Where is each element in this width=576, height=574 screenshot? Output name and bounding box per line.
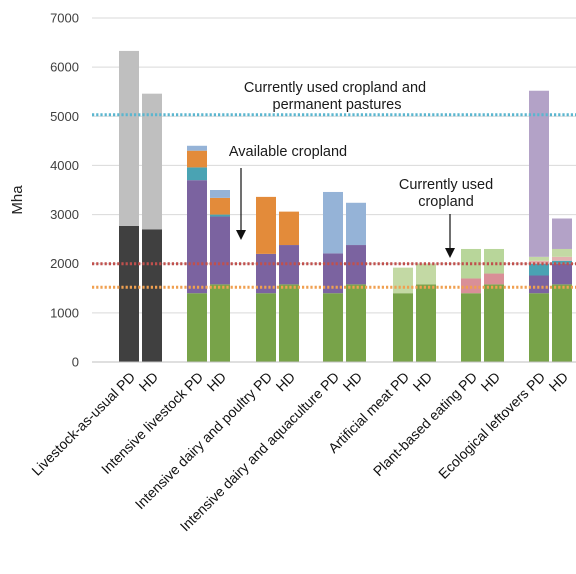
bar-segment — [346, 284, 366, 362]
bar-segment — [529, 263, 549, 276]
annotations: Currently used cropland and permanent pa… — [229, 80, 493, 258]
bar-segment — [279, 284, 299, 362]
x-tick-label: HD — [135, 369, 161, 395]
bar-segment — [279, 211, 299, 246]
y-tick-labels: 0 1000 2000 3000 4000 5000 6000 7000 — [50, 11, 79, 370]
bar-segment — [210, 214, 230, 217]
bar-segment — [323, 191, 343, 254]
x-tick-label: HD — [203, 369, 229, 395]
bar-segment — [346, 245, 366, 285]
y-axis-label: Mha — [9, 185, 26, 215]
annotation-pastures-line1: Currently used cropland and — [244, 80, 426, 96]
annotation-cropland-line1: Currently used — [399, 177, 493, 193]
bar-segment — [484, 248, 504, 274]
bar-segment — [119, 225, 139, 362]
x-tick-label: HD — [409, 369, 435, 395]
bar-segment — [256, 293, 276, 362]
x-tick-label: HD — [477, 369, 503, 395]
bar-segment — [210, 190, 230, 198]
bar-segment — [210, 284, 230, 362]
bar-segment — [119, 50, 139, 226]
bar-segment — [279, 245, 299, 285]
bar-segment — [529, 256, 549, 261]
bar-segment — [529, 90, 549, 257]
bar-segment — [552, 218, 572, 249]
bar-segment — [416, 284, 436, 362]
x-tick-label: HD — [339, 369, 365, 395]
reference-lines — [92, 113, 576, 289]
bar-segment — [552, 256, 572, 261]
bar-segment — [256, 196, 276, 254]
bar-segment — [187, 150, 207, 168]
bar-segment — [552, 248, 572, 257]
annotation-available-cropland: Available cropland — [229, 144, 347, 160]
bar-segment — [529, 275, 549, 294]
bar-segment — [529, 293, 549, 362]
bar-segment — [187, 180, 207, 294]
x-tick-label: HD — [272, 369, 298, 395]
y-tick-label: 4000 — [50, 158, 79, 173]
bar-segment — [210, 197, 230, 215]
arrowhead-currently-used-cropland — [445, 248, 455, 258]
bar-segment — [142, 229, 162, 362]
y-tick-label: 2000 — [50, 256, 79, 271]
y-tick-label: 7000 — [50, 11, 79, 26]
x-tick-label: HD — [545, 369, 571, 395]
bar-segment — [484, 273, 504, 285]
bar-segment — [142, 93, 162, 230]
bar-segment — [346, 202, 366, 246]
bar-segment — [187, 145, 207, 151]
y-tick-label: 6000 — [50, 60, 79, 75]
x-tick-label: Intensive dairy and poultry PD — [132, 369, 275, 512]
bar-segment — [416, 263, 436, 285]
arrowhead-available-cropland — [236, 230, 246, 240]
y-tick-label: 5000 — [50, 109, 79, 124]
y-tick-label: 0 — [72, 355, 79, 370]
bar-segment — [393, 267, 413, 294]
bar-segment — [210, 216, 230, 285]
bar-segment — [552, 284, 572, 362]
annotation-pastures-line2: permanent pastures — [273, 97, 402, 113]
bar-segment — [552, 263, 572, 285]
bar-segment — [461, 293, 481, 362]
bar-segment — [393, 293, 413, 362]
bar-segment — [187, 293, 207, 362]
y-tick-label: 3000 — [50, 207, 79, 222]
bar-segment — [484, 284, 504, 362]
bar-segment — [552, 260, 572, 264]
y-tick-label: 1000 — [50, 305, 79, 320]
bar-segment — [323, 293, 343, 362]
bar-segment — [187, 167, 207, 181]
annotation-cropland-line2: cropland — [418, 194, 474, 210]
